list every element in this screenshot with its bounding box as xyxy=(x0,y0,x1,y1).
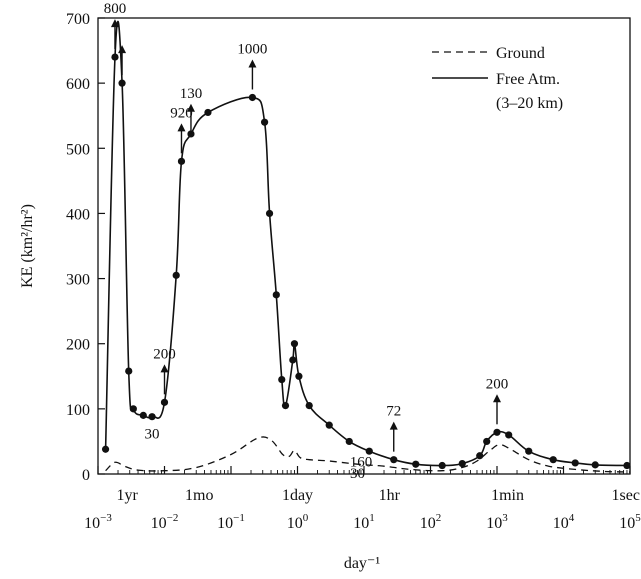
data-point-free-atm xyxy=(289,356,297,364)
period-label: 1sec xyxy=(612,487,640,504)
data-point-free-atm xyxy=(571,459,579,467)
period-label: 1mo xyxy=(185,487,213,504)
y-tick-label: 100 xyxy=(66,402,90,419)
data-point-free-atm xyxy=(118,79,126,87)
data-point-free-atm xyxy=(483,437,491,446)
annotation-arrowhead xyxy=(110,19,119,28)
data-point-free-atm xyxy=(325,421,333,429)
data-point-free-atm xyxy=(260,118,269,126)
annotation-label: 200 xyxy=(486,376,509,392)
data-point-free-atm xyxy=(187,130,195,138)
x-tick-label: 104 xyxy=(553,512,575,532)
series-layer xyxy=(101,20,631,473)
data-point-free-atm xyxy=(345,437,353,446)
annotation-arrowhead xyxy=(186,103,195,112)
y-axis-title: KE (km²/hr²) xyxy=(19,204,36,288)
data-point-free-atm xyxy=(281,402,290,410)
annotation-label: 72 xyxy=(386,404,401,420)
data-point-free-atm xyxy=(493,428,501,436)
y-tick-label: 700 xyxy=(66,11,90,28)
data-point-free-atm xyxy=(476,452,484,460)
annotation-label: 1000 xyxy=(237,41,267,57)
data-point-free-atm xyxy=(139,411,147,419)
annotation-arrowhead xyxy=(248,59,257,68)
annotation-arrowhead xyxy=(177,123,186,132)
data-point-free-atm xyxy=(549,456,557,464)
annotation-label: 30 xyxy=(350,466,365,482)
legend: Ground Free Atm. (3–20 km) xyxy=(432,45,563,112)
annotation-arrowhead xyxy=(160,364,169,373)
series-line-ground xyxy=(105,436,631,473)
annotation-label: 30 xyxy=(145,427,160,443)
annotation-label: 800 xyxy=(104,1,127,17)
y-tick-label: 600 xyxy=(66,76,90,93)
y-tick-label: 0 xyxy=(82,467,90,484)
x-axis-title: day⁻¹ xyxy=(344,555,381,572)
period-label: 1hr xyxy=(379,487,401,504)
period-label: 1yr xyxy=(116,487,138,504)
period-label: 1min xyxy=(491,487,524,504)
data-point-free-atm xyxy=(623,461,631,470)
x-tick-label: 101 xyxy=(353,512,375,532)
annotation-arrowhead xyxy=(389,421,398,430)
period-label: 1day xyxy=(282,487,313,504)
data-point-free-atm xyxy=(365,447,373,455)
data-point-free-atm xyxy=(591,461,599,469)
data-point-free-atm xyxy=(295,372,303,380)
y-tick-label: 200 xyxy=(66,337,90,354)
x-tick-label: 10−3 xyxy=(84,512,112,532)
x-tick-label: 10−2 xyxy=(151,512,179,532)
data-point-free-atm xyxy=(458,459,466,468)
x-tick-label: 103 xyxy=(486,512,508,532)
data-point-free-atm xyxy=(390,456,398,464)
x-tick-label: 100 xyxy=(287,512,309,532)
y-axis: 0 100 200 300 400 500 600 700 xyxy=(66,11,105,484)
data-point-free-atm xyxy=(177,157,186,165)
legend-freeatm-label: Free Atm. xyxy=(496,71,560,88)
annotation-label: 200 xyxy=(153,346,176,362)
annotation-label: 130 xyxy=(180,86,203,102)
x-axis: 10−3 10−2 10−1 100 101 102 103 104 105 1yr 1mo 1day… xyxy=(84,466,641,532)
annotation-arrowhead xyxy=(493,394,501,403)
legend-freeatm-sublabel: (3–20 km) xyxy=(496,95,563,112)
data-point-free-atm xyxy=(160,398,169,406)
data-point-free-atm xyxy=(172,271,180,279)
data-point-free-atm xyxy=(525,447,533,455)
data-point-free-atm xyxy=(272,291,280,299)
data-point-free-atm xyxy=(265,209,274,218)
x-tick-label: 105 xyxy=(619,512,641,532)
data-point-free-atm xyxy=(505,431,513,439)
data-point-free-atm xyxy=(438,461,446,470)
annotation-label: 920 xyxy=(170,105,193,121)
annotation-arrowhead xyxy=(118,45,127,54)
data-point-free-atm xyxy=(204,108,212,117)
data-point-free-atm xyxy=(278,375,286,384)
data-point-free-atm xyxy=(248,93,257,102)
data-point-free-atm xyxy=(125,367,133,375)
x-tick-label: 10−1 xyxy=(217,512,245,532)
data-point-free-atm xyxy=(101,445,110,453)
data-point-free-atm xyxy=(111,53,119,61)
y-tick-label: 300 xyxy=(66,272,90,289)
data-point-free-atm xyxy=(129,405,137,413)
y-tick-label: 500 xyxy=(66,141,90,158)
data-point-free-atm xyxy=(148,413,156,421)
y-tick-label: 400 xyxy=(66,206,90,223)
x-tick-label: 102 xyxy=(420,512,442,532)
data-point-free-atm xyxy=(412,460,420,468)
data-point-free-atm xyxy=(305,402,313,410)
annotation-label: 160 xyxy=(350,455,373,471)
data-point-free-atm xyxy=(290,340,299,348)
legend-ground-label: Ground xyxy=(496,45,545,62)
